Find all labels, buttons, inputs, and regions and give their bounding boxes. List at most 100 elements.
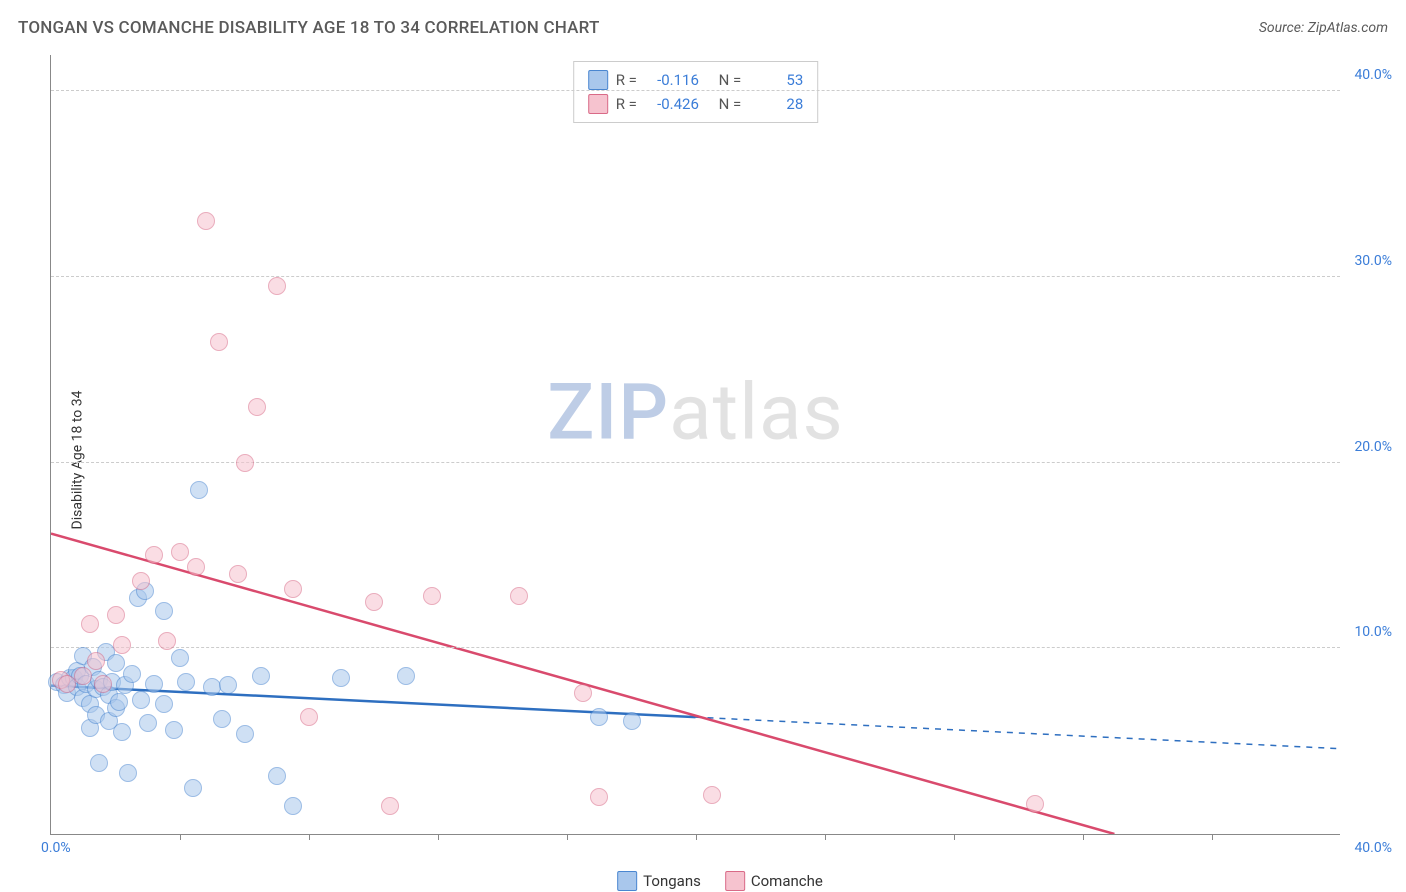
legend-swatch-tongans: [617, 871, 637, 891]
stat-n-label: N =: [719, 71, 742, 89]
scatter-point: [110, 693, 128, 711]
stat-n-value-tongans: 53: [749, 71, 803, 89]
x-tick: [309, 834, 310, 840]
gridline: [51, 90, 1340, 91]
x-tick: [1212, 834, 1213, 840]
scatter-point: [145, 546, 163, 564]
x-tick: [180, 834, 181, 840]
y-tick-label: 30.0%: [1354, 253, 1392, 269]
legend-item-tongans: Tongans: [617, 871, 701, 891]
x-tick: [567, 834, 568, 840]
stat-r-label: R =: [616, 95, 637, 113]
scatter-point: [123, 665, 141, 683]
scatter-point: [590, 788, 608, 806]
scatter-point: [510, 587, 528, 605]
scatter-point: [139, 714, 157, 732]
scatter-point: [248, 398, 266, 416]
scatter-point: [284, 580, 302, 598]
scatter-point: [113, 636, 131, 654]
stat-r-value-tongans: -0.116: [645, 71, 699, 89]
scatter-point: [703, 786, 721, 804]
scatter-point: [145, 675, 163, 693]
y-tick-label: 20.0%: [1354, 439, 1392, 455]
scatter-point: [236, 725, 254, 743]
x-tick: [954, 834, 955, 840]
scatter-point: [165, 721, 183, 739]
scatter-point: [381, 797, 399, 815]
x-tick: [696, 834, 697, 840]
scatter-point: [219, 676, 237, 694]
stat-r-value-comanche: -0.426: [645, 95, 699, 113]
scatter-point: [190, 481, 208, 499]
scatter-point: [177, 673, 195, 691]
gridline: [51, 647, 1340, 648]
scatter-point: [107, 654, 125, 672]
scatter-point: [210, 333, 228, 351]
legend-label-tongans: Tongans: [643, 872, 701, 890]
scatter-point: [187, 558, 205, 576]
swatch-comanche: [588, 94, 608, 114]
legend-swatch-comanche: [725, 871, 745, 891]
x-tick: [825, 834, 826, 840]
legend-label-comanche: Comanche: [751, 872, 823, 890]
scatter-point: [300, 708, 318, 726]
scatter-point: [229, 565, 247, 583]
scatter-point: [90, 754, 108, 772]
watermark: ZIPatlas: [547, 368, 844, 459]
scatter-point: [332, 669, 350, 687]
watermark-zip: ZIP: [547, 368, 669, 459]
stats-row-comanche: R = -0.426 N = 28: [588, 92, 804, 116]
scatter-point: [590, 708, 608, 726]
plot-area: ZIPatlas R = -0.116 N = 53 R = -0.426 N …: [50, 55, 1340, 835]
scatter-point: [1026, 795, 1044, 813]
scatter-point: [236, 454, 254, 472]
scatter-point: [284, 797, 302, 815]
x-end-label: 40.0%: [1354, 840, 1392, 856]
scatter-point: [94, 675, 112, 693]
scatter-point: [423, 587, 441, 605]
scatter-point: [155, 602, 173, 620]
x-tick: [1083, 834, 1084, 840]
scatter-point: [623, 712, 641, 730]
scatter-point: [158, 632, 176, 650]
stats-row-tongans: R = -0.116 N = 53: [588, 68, 804, 92]
source-label: Source: ZipAtlas.com: [1259, 20, 1388, 36]
scatter-point: [107, 606, 125, 624]
x-tick: [438, 834, 439, 840]
scatter-point: [268, 767, 286, 785]
scatter-point: [87, 652, 105, 670]
scatter-point: [197, 212, 215, 230]
scatter-point: [365, 593, 383, 611]
scatter-point: [132, 691, 150, 709]
scatter-point: [574, 684, 592, 702]
scatter-point: [213, 710, 231, 728]
scatter-point: [81, 615, 99, 633]
swatch-tongans: [588, 70, 608, 90]
stat-n-label: N =: [719, 95, 742, 113]
legend-item-comanche: Comanche: [725, 871, 823, 891]
scatter-point: [155, 695, 173, 713]
scatter-point: [119, 764, 137, 782]
scatter-point: [74, 667, 92, 685]
scatter-point: [184, 779, 202, 797]
scatter-point: [203, 678, 221, 696]
chart-container: Disability Age 18 to 34 ZIPatlas R = -0.…: [50, 55, 1390, 865]
stats-box: R = -0.116 N = 53 R = -0.426 N = 28: [573, 61, 819, 123]
regression-lines: [51, 55, 1340, 834]
legend: Tongans Comanche: [617, 871, 823, 891]
scatter-point: [268, 277, 286, 295]
scatter-point: [113, 723, 131, 741]
y-tick-label: 10.0%: [1354, 624, 1392, 640]
scatter-point: [171, 543, 189, 561]
stat-n-value-comanche: 28: [749, 95, 803, 113]
stat-r-label: R =: [616, 71, 637, 89]
scatter-point: [252, 667, 270, 685]
x-origin-label: 0.0%: [41, 840, 71, 856]
scatter-point: [397, 667, 415, 685]
gridline: [51, 276, 1340, 277]
watermark-atlas: atlas: [669, 368, 844, 459]
scatter-point: [132, 572, 150, 590]
y-tick-label: 40.0%: [1354, 67, 1392, 83]
scatter-point: [171, 649, 189, 667]
chart-title: TONGAN VS COMANCHE DISABILITY AGE 18 TO …: [18, 18, 600, 38]
